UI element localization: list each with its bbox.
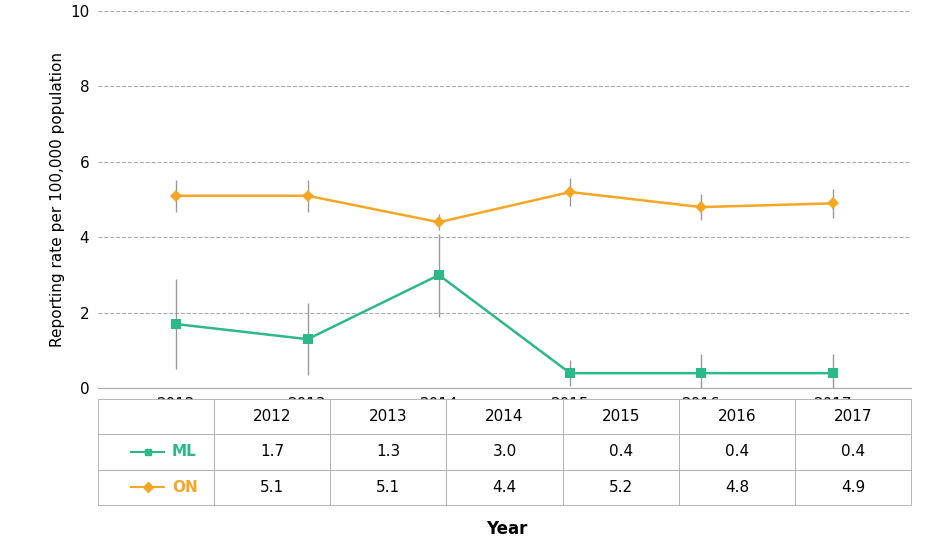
FancyBboxPatch shape	[446, 434, 563, 470]
Text: 0.4: 0.4	[725, 444, 749, 459]
Text: 2014: 2014	[485, 409, 524, 424]
FancyBboxPatch shape	[795, 470, 911, 505]
FancyBboxPatch shape	[679, 470, 795, 505]
Text: 1.3: 1.3	[376, 444, 401, 459]
FancyBboxPatch shape	[563, 434, 679, 470]
FancyBboxPatch shape	[795, 399, 911, 434]
FancyBboxPatch shape	[98, 399, 214, 434]
FancyBboxPatch shape	[98, 434, 214, 470]
Text: 4.4: 4.4	[493, 480, 516, 495]
Text: 4.9: 4.9	[841, 480, 866, 495]
Y-axis label: Reporting rate per 100,000 population: Reporting rate per 100,000 population	[49, 52, 64, 347]
FancyBboxPatch shape	[98, 470, 214, 505]
FancyBboxPatch shape	[330, 434, 446, 470]
FancyBboxPatch shape	[330, 399, 446, 434]
Text: Year: Year	[486, 520, 527, 538]
Text: 2016: 2016	[718, 409, 756, 424]
Text: 4.8: 4.8	[725, 480, 749, 495]
Text: ML: ML	[172, 444, 197, 459]
Text: ON: ON	[172, 480, 198, 495]
FancyBboxPatch shape	[563, 470, 679, 505]
Text: 3.0: 3.0	[492, 444, 517, 459]
Text: 1.7: 1.7	[260, 444, 284, 459]
Text: 5.1: 5.1	[377, 480, 400, 495]
FancyBboxPatch shape	[214, 399, 330, 434]
Text: 0.4: 0.4	[609, 444, 632, 459]
Text: 5.1: 5.1	[260, 480, 284, 495]
Text: 2017: 2017	[834, 409, 872, 424]
Text: 2013: 2013	[369, 409, 407, 424]
Text: 0.4: 0.4	[842, 444, 865, 459]
FancyBboxPatch shape	[330, 470, 446, 505]
FancyBboxPatch shape	[679, 399, 795, 434]
FancyBboxPatch shape	[795, 434, 911, 470]
FancyBboxPatch shape	[214, 434, 330, 470]
FancyBboxPatch shape	[446, 399, 563, 434]
Text: 5.2: 5.2	[609, 480, 632, 495]
FancyBboxPatch shape	[563, 399, 679, 434]
FancyBboxPatch shape	[446, 470, 563, 505]
FancyBboxPatch shape	[679, 434, 795, 470]
Text: 2012: 2012	[253, 409, 291, 424]
Text: 2015: 2015	[602, 409, 640, 424]
FancyBboxPatch shape	[214, 470, 330, 505]
